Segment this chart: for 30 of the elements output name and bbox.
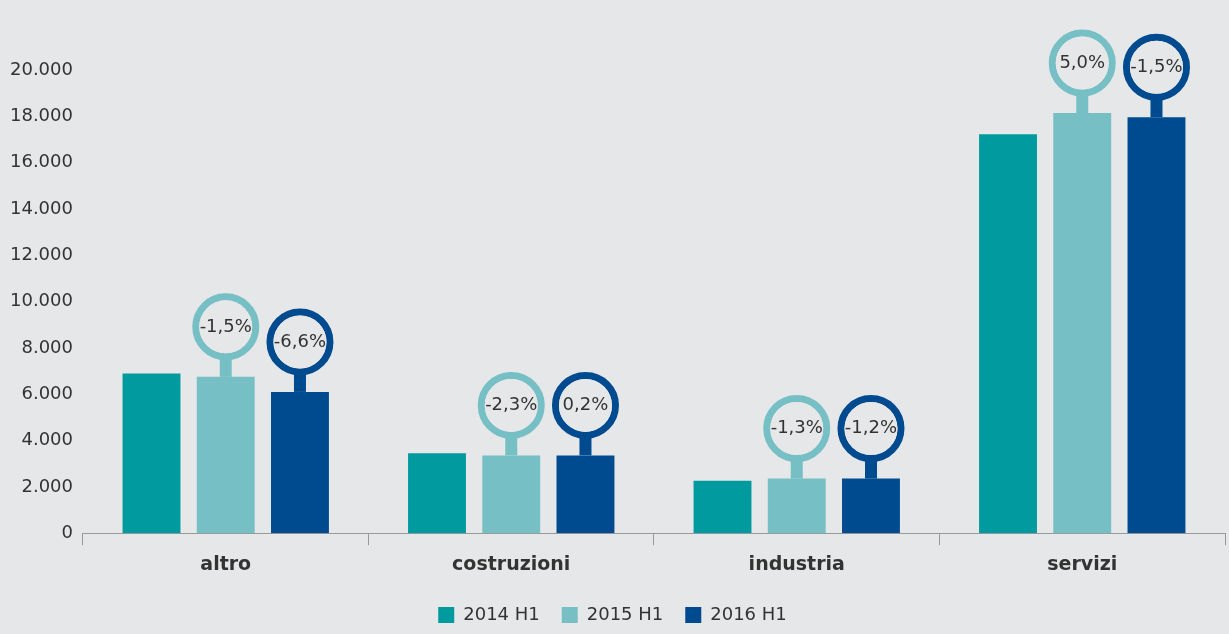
x-tick-label: costruzioni xyxy=(452,551,571,574)
y-tick-label: 4.000 xyxy=(21,428,73,450)
y-tick-label: 14.000 xyxy=(10,196,73,218)
y-tick-label: 18.000 xyxy=(10,103,73,125)
annotation: -1,3% xyxy=(770,416,823,438)
legend-label: 2014 H1 xyxy=(463,602,540,624)
y-tick-label: 8.000 xyxy=(21,335,73,357)
bar xyxy=(979,134,1037,534)
y-tick-label: 2.000 xyxy=(21,474,73,496)
x-tick-label: altro xyxy=(200,551,252,574)
y-tick-label: 6.000 xyxy=(21,381,73,403)
annotation: -1,2% xyxy=(844,416,898,438)
annotation: -1,5% xyxy=(199,314,252,336)
y-tick-label: 16.000 xyxy=(10,150,73,172)
y-tick-label: 0 xyxy=(61,520,73,542)
annotation: 0,2% xyxy=(562,393,609,415)
annotation: -1,5% xyxy=(1130,54,1183,76)
annotation: -2,3% xyxy=(485,393,538,415)
y-tick-label: 10.000 xyxy=(10,289,73,311)
annotation: 5,0% xyxy=(1059,50,1106,72)
y-tick-label: 12.000 xyxy=(10,242,73,264)
bar xyxy=(693,480,752,534)
y-tick-label: 20.000 xyxy=(10,57,73,79)
annotation: -6,6% xyxy=(273,329,327,351)
legend-label: 2015 H1 xyxy=(586,602,664,624)
bar xyxy=(122,373,181,534)
x-tick-label: industria xyxy=(748,551,845,574)
bar xyxy=(408,453,466,534)
legend-label: 2016 H1 xyxy=(710,602,787,624)
x-tick-label: servizi xyxy=(1047,551,1118,574)
